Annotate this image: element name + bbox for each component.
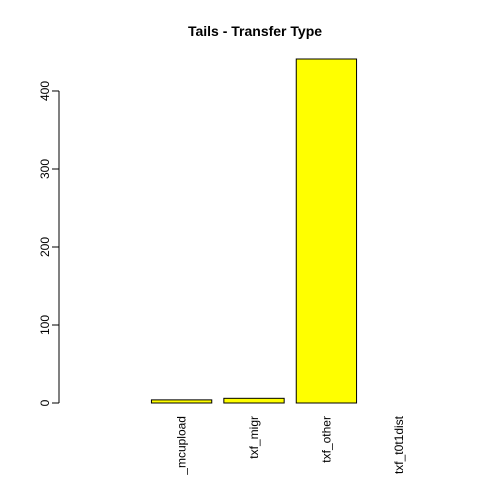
x-tick-label: txf_migr bbox=[247, 416, 261, 459]
bar bbox=[223, 397, 285, 404]
y-tick-label: 400 bbox=[38, 81, 52, 101]
bar bbox=[295, 58, 358, 404]
y-tick-label: 200 bbox=[38, 237, 52, 257]
bar bbox=[150, 399, 213, 404]
x-axis-labels: _mcupload txf_migr txf_other txf_t0t1dist bbox=[175, 415, 406, 475]
y-tick-label: 0 bbox=[38, 399, 52, 406]
x-tick-label: txf_other bbox=[319, 416, 333, 463]
y-tick-label: 100 bbox=[38, 315, 52, 335]
y-axis: 0 100 200 300 400 bbox=[38, 81, 60, 406]
y-tick-label: 300 bbox=[38, 159, 52, 179]
x-tick-label: _mcupload bbox=[175, 416, 189, 476]
x-tick-label: txf_t0t1dist bbox=[392, 415, 406, 474]
chart-title: Tails - Transfer Type bbox=[188, 23, 322, 39]
bars bbox=[150, 58, 358, 404]
